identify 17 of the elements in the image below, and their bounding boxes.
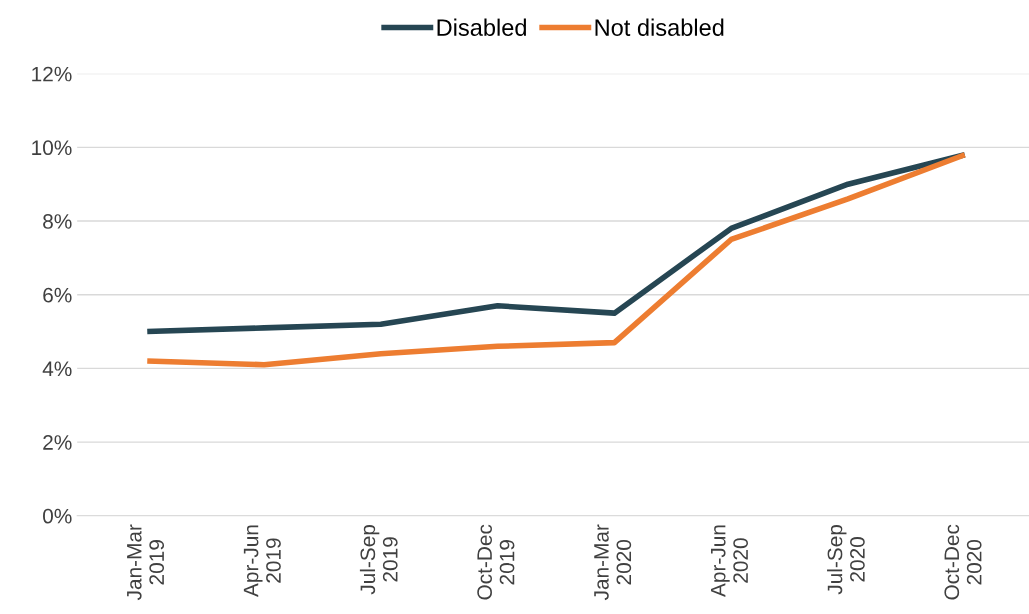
legend-label: Not disabled (595, 18, 724, 36)
y-tick-label: 8% (43, 214, 72, 229)
y-tick-label: 2% (43, 435, 72, 450)
x-tick-label: Apr-Jun 2019 (243, 525, 281, 597)
y-tick-label: 12% (32, 66, 72, 82)
legend-label: Disabled (437, 18, 526, 36)
x-tick-label: Apr-Jun 2020 (711, 525, 748, 597)
x-tick-label: Jul-Sep 2019 (359, 524, 398, 595)
x-tick-label: Jan-Mar 2019 (127, 524, 165, 601)
y-tick-label: 4% (42, 361, 72, 377)
y-tick-label: 10% (32, 140, 72, 156)
x-tick-label: Oct-Dec 2020 (944, 524, 982, 600)
x-tick-label: Oct-Dec 2019 (477, 524, 515, 600)
y-tick-label: 6% (43, 287, 72, 303)
y-tick-label: 0% (43, 508, 72, 524)
x-tick-label: Jan-Mar 2020 (594, 524, 632, 601)
x-tick-label: Jul-Sep 2020 (827, 524, 865, 595)
